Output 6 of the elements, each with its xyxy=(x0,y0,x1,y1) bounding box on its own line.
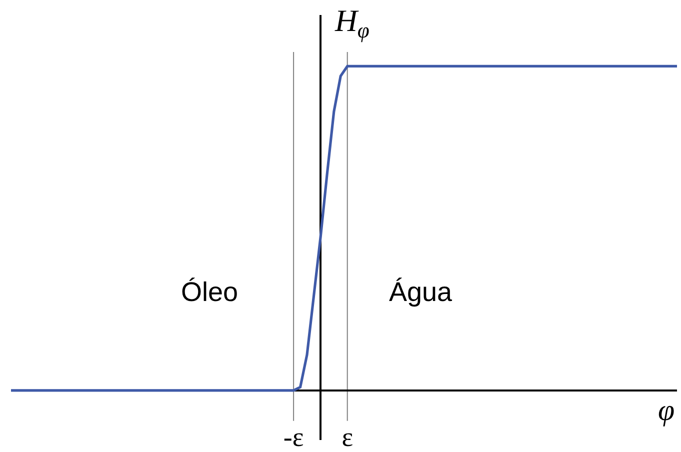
x-axis-title: φ xyxy=(658,394,675,427)
x-tick-label: -ε xyxy=(283,422,304,452)
annotation: Óleo xyxy=(181,277,238,307)
y-axis-title: H$_{φ}$ xyxy=(334,3,370,43)
x-tick-label: ε xyxy=(342,422,354,452)
annotation: Água xyxy=(389,277,454,307)
